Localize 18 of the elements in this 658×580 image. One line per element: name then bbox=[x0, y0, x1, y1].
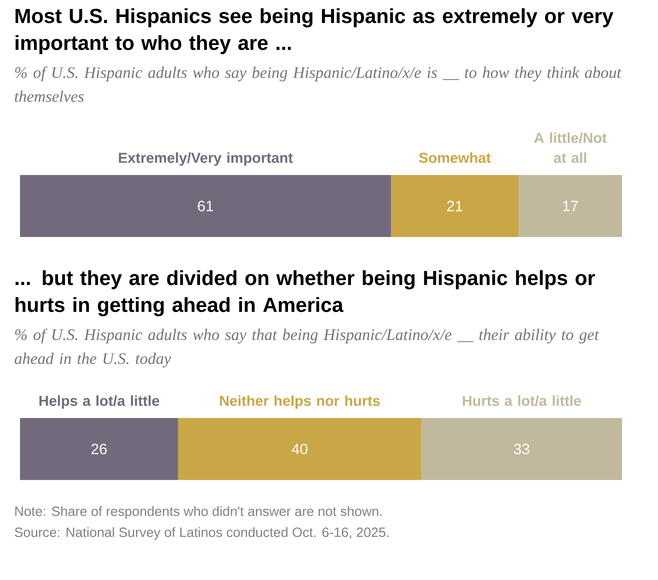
series-label: Hurts a lot/a little bbox=[462, 395, 581, 406]
data-label: 21 bbox=[447, 200, 462, 212]
data-label: 61 bbox=[198, 200, 214, 212]
chart-subtitle: % of U.S. Hispanic adults who say that being Hispanic/Latino/x/e __ their ability to get ahead in the U.S. today bbox=[14, 328, 600, 368]
data-label: 33 bbox=[514, 444, 530, 454]
series-label: Extremely/Very important bbox=[118, 152, 293, 166]
series-label: Somewhat bbox=[419, 152, 491, 163]
chart-title: Most U.S. Hispanics see being Hispanic as extremely or very important to who they are ... bbox=[16, 8, 614, 54]
series-label: Neither helps nor hurts bbox=[220, 395, 380, 409]
series-label: A little/Not at all bbox=[534, 132, 607, 163]
chart-title: ... but they are divided on whether being Hispanic helps or hurts in getting ahead in America bbox=[16, 270, 595, 316]
data-label: 26 bbox=[91, 444, 107, 454]
data-label: 17 bbox=[563, 200, 578, 212]
text: Note: Share of respondents who didn't answer are not shown. bbox=[15, 506, 382, 519]
series-label: Helps a lot/a little bbox=[39, 395, 160, 409]
chart-subtitle: % of U.S. Hispanic adults who say being Hispanic/Latino/x/e is __ to how they think about themselves bbox=[14, 66, 622, 102]
source-note: Source: National Survey of Latinos conducted Oct. 6-16, 2025. bbox=[14, 527, 388, 540]
data-label: 40 bbox=[292, 444, 308, 454]
